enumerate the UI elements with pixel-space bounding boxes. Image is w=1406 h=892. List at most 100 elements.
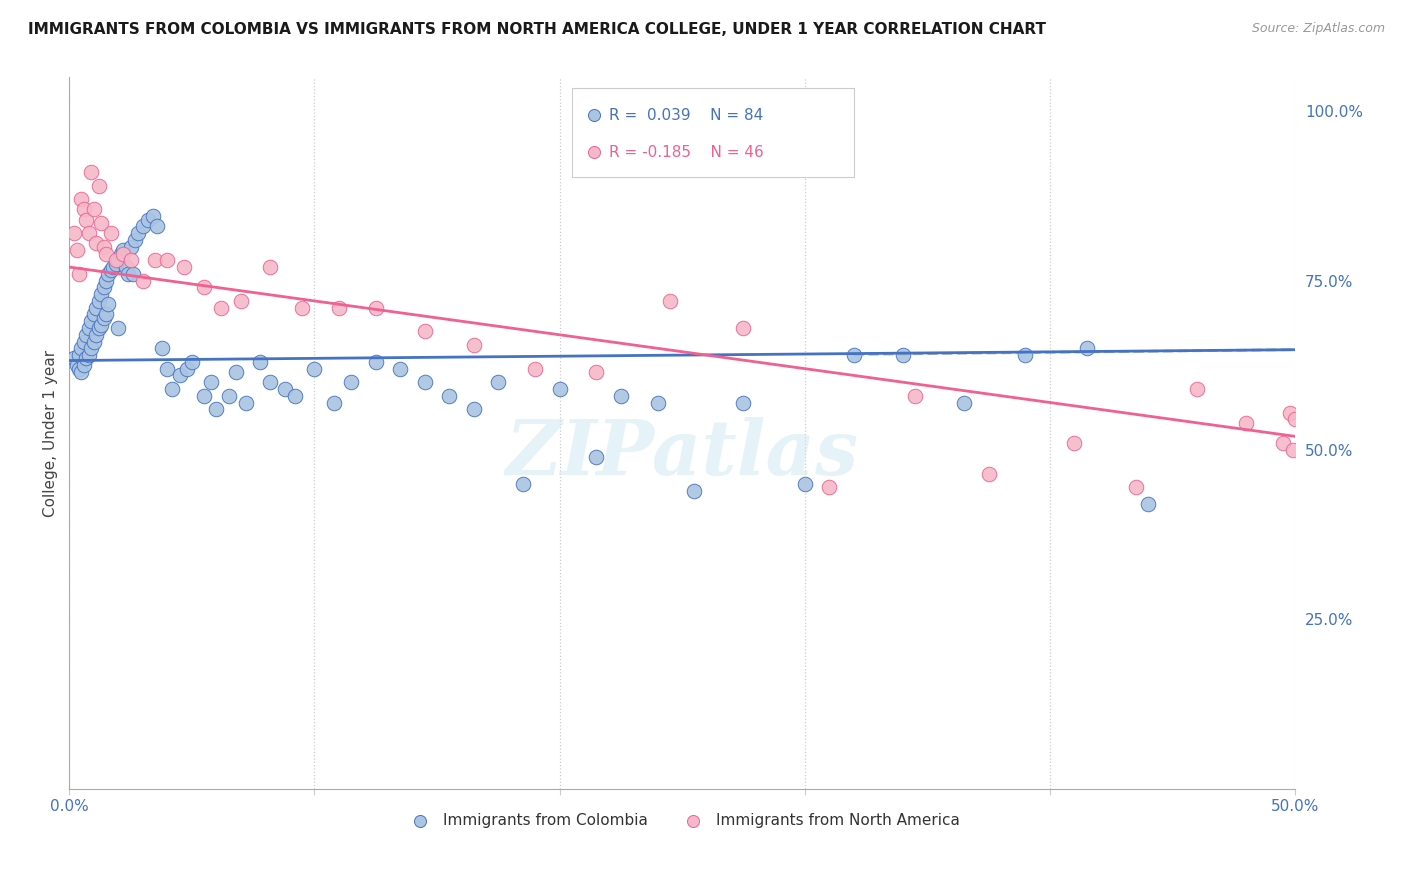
Point <box>1271 436 1294 450</box>
Point <box>104 253 127 268</box>
Point <box>97 297 120 311</box>
Point <box>249 355 271 369</box>
Point <box>107 253 129 268</box>
Point <box>585 450 607 464</box>
Point <box>413 325 436 339</box>
Point <box>1063 436 1085 450</box>
Point <box>977 467 1000 481</box>
Point <box>218 389 240 403</box>
Point <box>110 246 132 260</box>
Point <box>75 212 97 227</box>
Point <box>83 202 105 217</box>
Point <box>156 361 179 376</box>
Point <box>486 375 509 389</box>
Point <box>132 219 155 234</box>
Point <box>193 389 215 403</box>
Point <box>1279 406 1302 420</box>
Point <box>173 260 195 274</box>
Point <box>87 293 110 308</box>
Point <box>1108 140 1130 154</box>
Point <box>512 476 534 491</box>
Point <box>413 375 436 389</box>
Point <box>658 293 681 308</box>
Point <box>132 274 155 288</box>
Point <box>107 321 129 335</box>
Point <box>1137 497 1160 511</box>
Point <box>93 280 115 294</box>
Point <box>73 334 96 349</box>
Point <box>340 375 363 389</box>
Point <box>65 358 87 372</box>
Point <box>84 301 107 315</box>
Point <box>80 342 103 356</box>
Point <box>120 240 142 254</box>
Point <box>193 280 215 294</box>
Point <box>647 395 669 409</box>
Point <box>235 395 257 409</box>
Point <box>176 361 198 376</box>
Point <box>77 321 100 335</box>
Point <box>67 267 90 281</box>
Point <box>209 301 232 315</box>
Point <box>733 395 755 409</box>
Point <box>463 402 485 417</box>
Point <box>389 361 412 376</box>
Point <box>94 274 117 288</box>
Y-axis label: College, Under 1 year: College, Under 1 year <box>44 350 58 516</box>
Point <box>152 342 174 356</box>
Point <box>284 389 307 403</box>
Point <box>75 327 97 342</box>
Point <box>63 226 86 240</box>
Point <box>90 287 112 301</box>
Point <box>94 246 117 260</box>
Point <box>80 314 103 328</box>
Point <box>100 263 122 277</box>
Point <box>100 226 122 240</box>
Point <box>146 219 169 234</box>
Legend: Immigrants from Colombia, Immigrants from North America: Immigrants from Colombia, Immigrants fro… <box>398 807 966 834</box>
Point <box>205 402 228 417</box>
Point <box>65 243 87 257</box>
Point <box>323 395 346 409</box>
Point <box>97 267 120 281</box>
Point <box>259 375 281 389</box>
Point <box>87 321 110 335</box>
Point <box>90 318 112 332</box>
Point <box>524 361 547 376</box>
Point <box>225 365 247 379</box>
Point <box>112 243 135 257</box>
Point <box>114 260 136 274</box>
Point <box>75 351 97 366</box>
Point <box>364 301 387 315</box>
Point <box>104 257 127 271</box>
Point <box>274 382 297 396</box>
Point <box>953 395 976 409</box>
Point <box>364 355 387 369</box>
Point <box>84 327 107 342</box>
Point <box>80 165 103 179</box>
Point <box>63 351 86 366</box>
Point <box>1014 348 1036 362</box>
Point <box>683 483 706 498</box>
Point <box>1284 412 1306 426</box>
Point <box>818 480 841 494</box>
Point <box>160 382 183 396</box>
FancyBboxPatch shape <box>572 88 853 177</box>
Point <box>103 260 125 274</box>
Point <box>229 293 252 308</box>
Point <box>291 301 314 315</box>
Point <box>142 209 165 223</box>
Point <box>1125 480 1147 494</box>
Point <box>93 310 115 325</box>
Point <box>73 202 96 217</box>
Text: ZIPatlas: ZIPatlas <box>506 417 859 491</box>
Point <box>70 365 93 379</box>
Point <box>1108 175 1130 189</box>
Text: R = -0.185    N = 46: R = -0.185 N = 46 <box>609 145 763 160</box>
Point <box>124 233 146 247</box>
Point <box>83 308 105 322</box>
Point <box>610 389 633 403</box>
Point <box>904 389 927 403</box>
Point <box>156 253 179 268</box>
Point <box>127 226 149 240</box>
